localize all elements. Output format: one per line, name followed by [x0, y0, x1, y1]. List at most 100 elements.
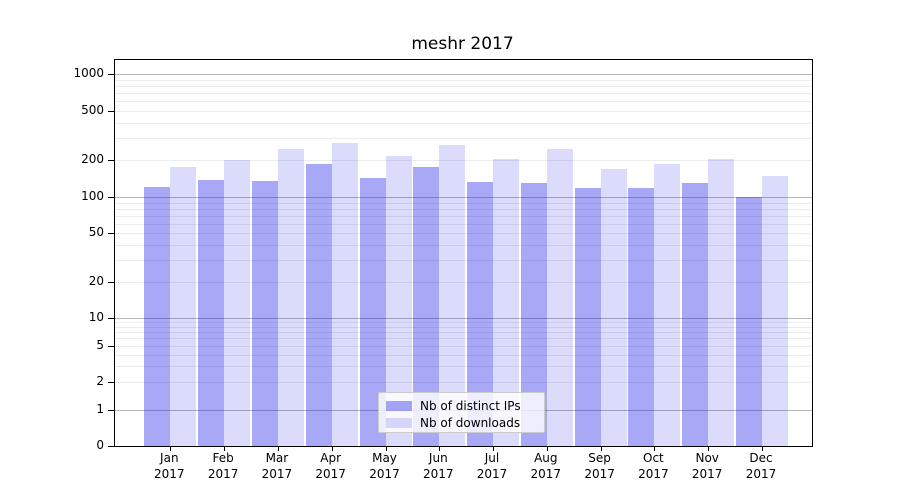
x-tick-jul	[493, 446, 494, 451]
legend-item-downloads: Nb of downloads	[386, 415, 544, 430]
y-tick-5	[108, 345, 115, 347]
legend-swatch-distinct-ips	[386, 400, 412, 411]
legend-item-distinct-ips: Nb of distinct IPs	[386, 398, 544, 413]
y-tick-50	[108, 233, 115, 235]
bar-distinct-ips-mar	[251, 180, 278, 446]
y-tick-20	[108, 281, 115, 283]
gridline-minor	[115, 215, 812, 217]
x-label-aug: Aug 2017	[530, 451, 562, 481]
y-tick-2	[108, 382, 115, 384]
gridline-minor	[115, 223, 812, 225]
x-label-nov: Nov 2017	[691, 451, 723, 481]
y-label-100: 100	[81, 189, 104, 203]
y-label-0: 0	[96, 438, 104, 452]
y-label-10: 10	[88, 310, 104, 324]
gridline-minor	[115, 85, 812, 87]
bar-distinct-ips-sep	[574, 187, 601, 446]
x-label-oct: Oct 2017	[638, 451, 669, 481]
x-tick-jun	[439, 446, 441, 451]
bar-downloads-mar	[277, 148, 304, 446]
gridline-minor	[115, 93, 812, 95]
gridline-minor	[115, 281, 812, 283]
chart-title: meshr 2017	[411, 34, 514, 54]
x-label-apr: Apr 2017	[315, 451, 346, 481]
x-label-jun: Jun 2017	[423, 451, 454, 481]
bar-downloads-sep	[600, 168, 627, 446]
y-label-50: 50	[88, 225, 104, 240]
bar-downloads-feb	[224, 160, 251, 446]
bar-downloads-oct	[654, 163, 681, 446]
gridline-minor	[115, 245, 812, 247]
gridline-major	[115, 197, 812, 198]
y-label-5: 5	[96, 337, 104, 352]
x-tick-may	[385, 446, 387, 451]
gridline-major	[115, 318, 812, 319]
legend: Nb of distinct IPs Nb of downloads	[378, 392, 545, 433]
gridline-minor	[115, 260, 812, 262]
bar-downloads-jan	[170, 167, 197, 446]
bar-distinct-ips-nov	[682, 182, 709, 446]
y-tick-0	[108, 446, 115, 447]
x-label-mar: Mar 2017	[261, 451, 293, 481]
gridline-minor	[115, 208, 812, 210]
legend-label-downloads: Nb of downloads	[420, 415, 521, 430]
gridline-minor	[115, 322, 812, 324]
gridline-minor	[115, 382, 812, 384]
gridline-minor	[115, 345, 812, 347]
y-label-2: 2	[96, 374, 104, 389]
x-label-may: May 2017	[369, 451, 400, 481]
bar-distinct-ips-feb	[198, 180, 225, 446]
y-tick-100	[108, 197, 115, 198]
x-tick-feb	[224, 446, 226, 451]
x-tick-dec	[762, 446, 763, 451]
x-label-jan: Jan 2017	[154, 451, 185, 481]
x-tick-nov	[708, 446, 710, 451]
gridline-minor	[115, 202, 812, 204]
y-tick-200	[108, 160, 115, 161]
gridline-minor	[115, 366, 812, 368]
gridline-minor	[115, 332, 812, 334]
bar-downloads-aug	[546, 148, 573, 446]
x-label-dec: Dec 2017	[745, 451, 777, 481]
gridline-minor	[115, 233, 812, 235]
bar-distinct-ips-apr	[305, 163, 332, 446]
y-tick-1	[108, 410, 115, 411]
x-tick-jan	[170, 446, 172, 451]
x-tick-aug	[546, 446, 548, 451]
gridline-minor	[115, 326, 812, 328]
gridline-minor	[115, 101, 812, 103]
gridline-minor	[115, 338, 812, 340]
bar-distinct-ips-jan	[144, 187, 171, 446]
bar-downloads-dec	[762, 176, 788, 446]
legend-label-distinct-ips: Nb of distinct IPs	[420, 398, 521, 413]
y-tick-1000	[108, 74, 115, 75]
x-tick-apr	[331, 446, 333, 451]
y-label-20: 20	[88, 273, 104, 288]
y-tick-500	[108, 111, 115, 112]
y-label-1: 1	[96, 402, 104, 416]
gridline-minor	[115, 111, 812, 112]
gridline-minor	[115, 354, 812, 356]
bar-distinct-ips-oct	[628, 187, 655, 446]
x-tick-sep	[600, 446, 602, 451]
x-tick-oct	[654, 446, 656, 451]
y-tick-10	[108, 318, 115, 319]
x-label-jul: Jul 2017	[476, 451, 508, 481]
gridline-minor	[115, 160, 812, 161]
legend-swatch-downloads	[386, 417, 412, 428]
gridline-minor	[115, 122, 812, 124]
gridline-minor	[115, 138, 812, 140]
y-label-200: 200	[81, 152, 104, 166]
x-label-feb: Feb 2017	[207, 451, 239, 481]
bar-distinct-ips-dec	[736, 197, 762, 446]
y-label-1000: 1000	[73, 66, 104, 80]
bar-downloads-apr	[331, 142, 358, 446]
x-label-sep: Sep 2017	[584, 451, 615, 481]
gridline-minor	[115, 79, 812, 81]
gridline-major	[115, 74, 812, 75]
y-label-500: 500	[81, 103, 104, 117]
x-tick-mar	[277, 446, 279, 451]
plot-area	[108, 59, 813, 451]
bar-downloads-nov	[708, 158, 735, 446]
